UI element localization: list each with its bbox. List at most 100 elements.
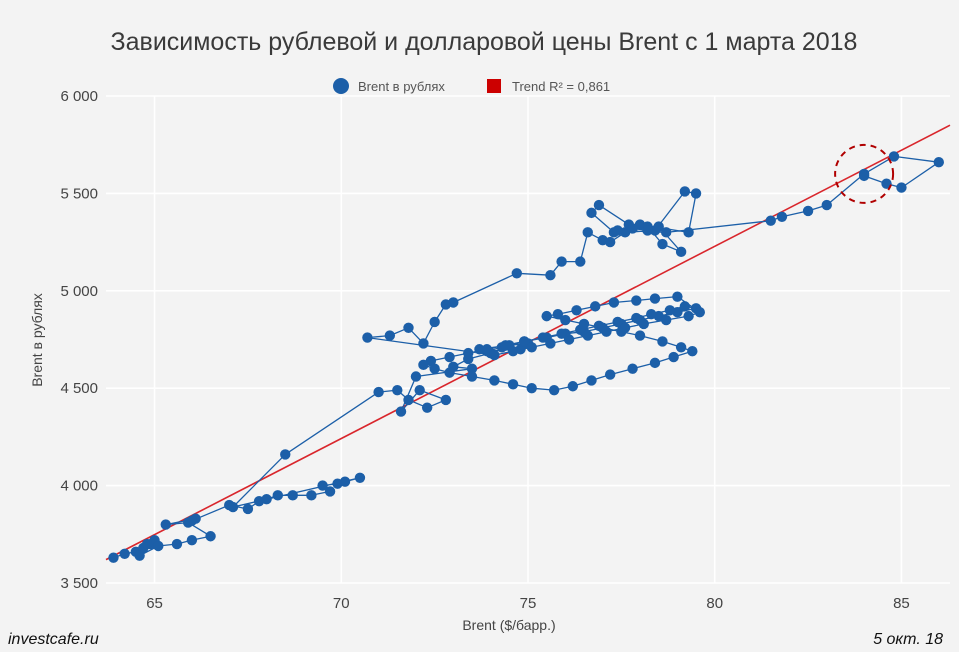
data-point xyxy=(776,211,788,222)
source-label: investcafe.ru xyxy=(8,631,99,648)
data-point xyxy=(280,449,291,460)
data-point xyxy=(590,301,601,312)
data-point xyxy=(582,227,593,238)
data-point xyxy=(306,490,317,501)
y-tick-label: 6 000 xyxy=(60,88,98,105)
data-point xyxy=(668,351,679,363)
x-tick-label: 80 xyxy=(706,595,723,612)
data-point xyxy=(563,334,575,345)
data-point xyxy=(675,246,687,258)
data-point xyxy=(858,170,870,182)
data-point xyxy=(481,344,493,355)
data-point xyxy=(601,326,612,337)
data-point xyxy=(227,501,239,513)
data-point xyxy=(664,305,676,316)
data-point xyxy=(317,480,328,491)
data-point xyxy=(392,384,403,396)
data-point xyxy=(638,318,649,330)
data-point xyxy=(556,256,567,267)
data-point xyxy=(933,157,944,168)
data-point xyxy=(186,534,198,546)
data-point xyxy=(642,225,653,236)
data-point xyxy=(141,538,153,550)
data-point xyxy=(679,186,691,197)
x-tick-label: 65 xyxy=(146,595,163,612)
y-tick-label: 4 000 xyxy=(60,478,98,495)
data-point xyxy=(272,490,283,501)
data-point xyxy=(418,338,429,349)
annotation-layer xyxy=(834,143,895,204)
chart-title: Зависимость рублевой и долларовой цены B… xyxy=(111,28,858,56)
data-point xyxy=(560,314,571,326)
data-point xyxy=(631,312,642,324)
x-tick-label: 70 xyxy=(333,595,350,612)
data-point xyxy=(649,357,661,369)
y-tick-label: 4 500 xyxy=(60,380,98,397)
y-tick-label: 5 000 xyxy=(60,283,98,300)
data-point xyxy=(687,345,698,357)
data-point xyxy=(545,338,556,349)
data-point xyxy=(646,308,657,320)
data-point xyxy=(403,394,414,406)
data-point xyxy=(511,268,522,279)
data-point xyxy=(119,548,130,559)
data-point xyxy=(582,330,593,341)
data-point xyxy=(489,375,500,386)
data-point xyxy=(675,342,687,353)
y-tick-label: 3 500 xyxy=(60,575,98,592)
data-point xyxy=(108,552,119,563)
data-point xyxy=(690,188,702,199)
data-point xyxy=(373,386,384,398)
data-point xyxy=(466,371,478,382)
data-point xyxy=(134,550,145,561)
data-point xyxy=(339,476,351,487)
data-point xyxy=(881,178,892,189)
data-point xyxy=(429,316,440,328)
data-point xyxy=(395,406,407,417)
legend-label-series: Brent в рублях xyxy=(358,79,445,94)
data-point xyxy=(537,332,549,343)
data-point xyxy=(634,330,646,341)
data-point xyxy=(896,182,907,193)
x-axis-label: Brent ($/барр.) xyxy=(462,617,555,633)
data-point xyxy=(649,293,661,304)
grid xyxy=(106,95,950,584)
data-point xyxy=(556,328,567,339)
data-point xyxy=(403,322,414,334)
data-point xyxy=(418,359,429,371)
date-label: 5 окт. 18 xyxy=(873,631,943,648)
data-point xyxy=(548,384,560,396)
data-point xyxy=(489,349,500,361)
data-point xyxy=(567,381,579,392)
data-point xyxy=(679,301,691,312)
data-point xyxy=(444,351,455,363)
data-point xyxy=(414,384,425,396)
data-point xyxy=(444,367,455,378)
data-point xyxy=(657,336,668,347)
data-point xyxy=(384,330,396,341)
data-point xyxy=(160,519,171,530)
data-point xyxy=(631,295,642,306)
data-point xyxy=(261,494,272,505)
data-point xyxy=(519,336,530,347)
data-point xyxy=(660,227,672,238)
data-point xyxy=(354,472,366,484)
data-point xyxy=(586,207,597,219)
data-point xyxy=(627,363,638,374)
data-point xyxy=(429,363,440,374)
data-point xyxy=(507,345,519,357)
y-axis-label: Brent в рублях xyxy=(29,293,45,387)
data-point xyxy=(541,310,552,322)
legend: Brent в рублях Trend R² = 0,861 xyxy=(333,78,610,94)
data-point xyxy=(171,538,183,550)
data-point xyxy=(410,371,422,382)
data-point xyxy=(466,363,478,374)
data-point xyxy=(683,310,694,322)
data-point xyxy=(463,347,474,359)
legend-marker-trend xyxy=(487,79,501,93)
data-point xyxy=(683,227,694,238)
data-point xyxy=(545,270,556,281)
data-point xyxy=(604,236,616,248)
data-point xyxy=(627,223,638,234)
data-point xyxy=(186,515,198,526)
